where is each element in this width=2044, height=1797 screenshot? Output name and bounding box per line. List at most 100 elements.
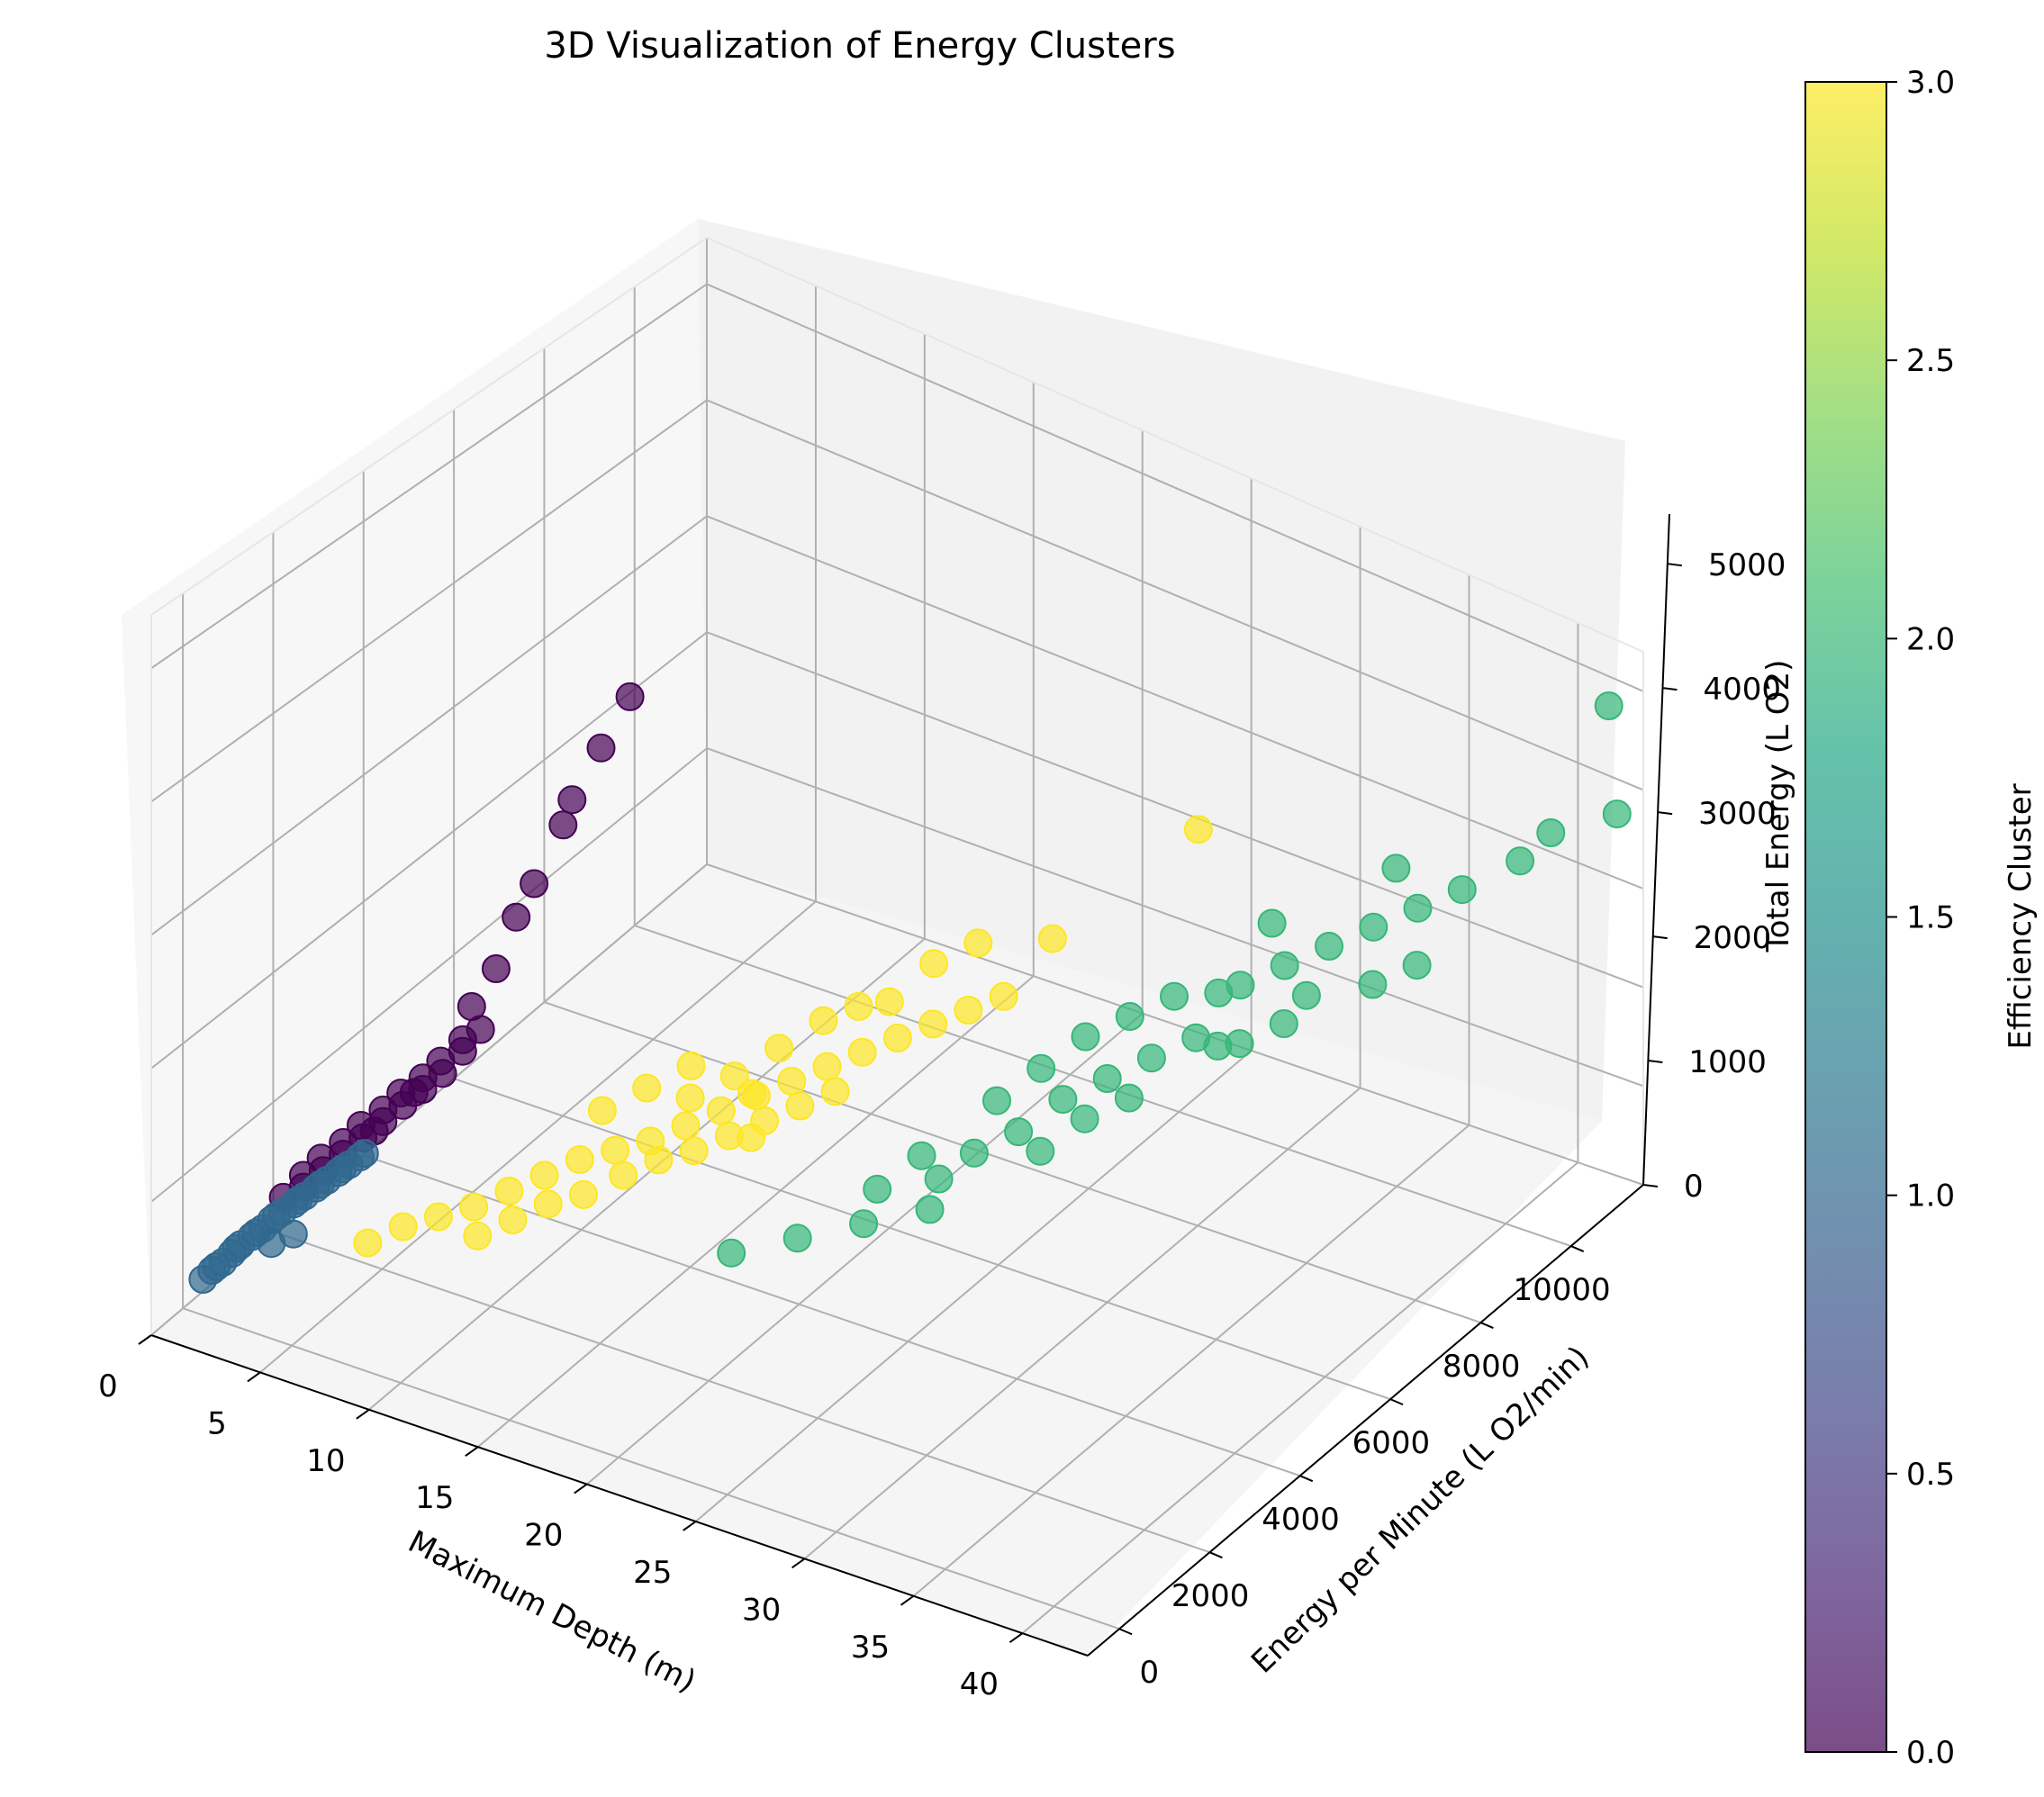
z-tick-label: 1000 — [1688, 1044, 1767, 1080]
y-tick-label: 6000 — [1352, 1425, 1431, 1461]
z-tick-label: 4000 — [1704, 672, 1782, 708]
data-point-cluster-2 — [1447, 875, 1477, 905]
scatter-points — [188, 682, 1632, 1294]
x-tick — [1008, 1632, 1024, 1643]
y-tick — [1118, 1628, 1133, 1636]
data-point-cluster-3 — [679, 1136, 709, 1166]
z-tick — [1667, 563, 1682, 567]
data-point-cluster-2 — [1114, 1083, 1144, 1113]
y-tick-label: 0 — [1139, 1655, 1159, 1691]
z-tick-label: 5000 — [1708, 547, 1786, 583]
x-tick — [465, 1446, 479, 1457]
grid-line — [182, 1307, 1120, 1630]
data-point-cluster-3 — [918, 1009, 948, 1039]
data-point-cluster-3 — [587, 1096, 617, 1125]
data-point-cluster-3 — [353, 1228, 383, 1258]
data-point-cluster-3 — [919, 949, 949, 979]
x-tick-label: 35 — [851, 1630, 890, 1666]
colorbar-tick-label: 0.5 — [1906, 1457, 1955, 1493]
data-point-cluster-2 — [849, 1209, 879, 1239]
data-point-cluster-2 — [1004, 1117, 1034, 1147]
data-point-cluster-2 — [907, 1141, 936, 1170]
data-point-cluster-2 — [982, 1086, 1011, 1115]
grid-line — [150, 399, 708, 803]
back-wall-pane — [698, 219, 1625, 1121]
grid-line — [150, 515, 708, 936]
z-tick-label: 2000 — [1694, 920, 1772, 956]
data-point-cluster-2 — [924, 1164, 954, 1194]
x-tick-label: 0 — [98, 1368, 118, 1404]
colorbar-tick-label: 2.5 — [1906, 343, 1955, 379]
grid-line — [706, 515, 1644, 890]
data-point-cluster-2 — [1092, 1064, 1122, 1093]
x-tick — [138, 1334, 152, 1345]
data-point-cluster-3 — [820, 1077, 850, 1106]
data-point-cluster-3 — [388, 1212, 418, 1242]
data-point-cluster-2 — [1070, 1104, 1099, 1133]
x-tick — [683, 1521, 697, 1531]
grid-line — [695, 1050, 1253, 1522]
data-point-cluster-2 — [1594, 691, 1623, 720]
data-point-cluster-3 — [785, 1091, 815, 1121]
grid-line — [477, 975, 1035, 1448]
data-point-cluster-2 — [863, 1174, 892, 1204]
pane-edge — [706, 237, 1644, 653]
y-tick-label: 10000 — [1514, 1272, 1611, 1308]
data-point-cluster-2 — [1381, 853, 1411, 883]
y-tick — [1389, 1398, 1404, 1406]
colorbar-tick-label: 3.0 — [1906, 65, 1955, 101]
data-point-cluster-2 — [1359, 912, 1388, 942]
data-point-cluster-3 — [1183, 815, 1213, 844]
grid-line — [803, 1087, 1361, 1560]
grid-line — [453, 1078, 1391, 1401]
colorbar — [1805, 82, 1886, 1752]
chart-title: 3D Visualization of Energy Clusters — [544, 25, 1175, 67]
data-point-cluster-0 — [520, 869, 549, 898]
data-point-cluster-2 — [1358, 970, 1388, 999]
data-point-cluster-0 — [481, 954, 511, 983]
data-point-cluster-3 — [601, 1135, 630, 1165]
data-point-cluster-3 — [844, 991, 873, 1021]
data-point-cluster-2 — [959, 1138, 989, 1168]
x-tick — [791, 1558, 806, 1569]
data-point-cluster-2 — [1315, 932, 1343, 961]
x-tick-label: 40 — [960, 1666, 999, 1702]
data-point-cluster-3 — [609, 1160, 638, 1190]
data-point-cluster-2 — [1536, 818, 1566, 847]
colorbar-tick-label: 2.0 — [1906, 621, 1955, 657]
axis-ticks: 0 5 10 15 20 25 30 35 40 0 2000 4000 6000 8000 10000 0 1… — [98, 547, 1786, 1702]
data-point-cluster-3 — [764, 1034, 794, 1063]
data-point-cluster-2 — [915, 1195, 945, 1224]
data-point-cluster-3 — [963, 928, 993, 958]
data-point-cluster-0 — [586, 733, 616, 763]
data-point-cluster-3 — [706, 1096, 736, 1125]
y-tick — [1570, 1245, 1585, 1252]
pane-edges — [150, 237, 1644, 1335]
grid-line — [273, 1231, 1210, 1554]
grid-line — [259, 900, 817, 1374]
data-point-cluster-3 — [644, 1145, 674, 1175]
data-point-cluster-3 — [847, 1037, 877, 1067]
x-tick-label: 25 — [633, 1555, 672, 1591]
left-wall-pane — [122, 219, 707, 1335]
data-point-cluster-3 — [675, 1083, 705, 1113]
data-point-cluster-3 — [1037, 924, 1067, 953]
pane-edge — [150, 237, 708, 616]
colorbar-ticks: 0.0 0.5 1.0 1.5 2.0 2.5 3.0 — [1886, 65, 1955, 1771]
data-point-cluster-3 — [874, 987, 904, 1016]
data-point-cluster-3 — [533, 1189, 563, 1219]
data-point-cluster-3 — [737, 1079, 766, 1108]
z-tick — [1648, 1060, 1663, 1064]
grid-line — [912, 1124, 1470, 1597]
data-point-cluster-2 — [1291, 980, 1321, 1010]
data-point-cluster-2 — [1115, 1002, 1144, 1031]
grid-line — [150, 283, 708, 670]
data-point-cluster-2 — [1270, 951, 1299, 980]
x-axis-line — [150, 1334, 1089, 1657]
data-point-cluster-2 — [782, 1224, 812, 1253]
data-point-cluster-2 — [1269, 1009, 1298, 1038]
grid-line — [586, 1012, 1144, 1485]
data-point-cluster-2 — [1225, 1029, 1254, 1059]
x-tick — [247, 1371, 261, 1383]
